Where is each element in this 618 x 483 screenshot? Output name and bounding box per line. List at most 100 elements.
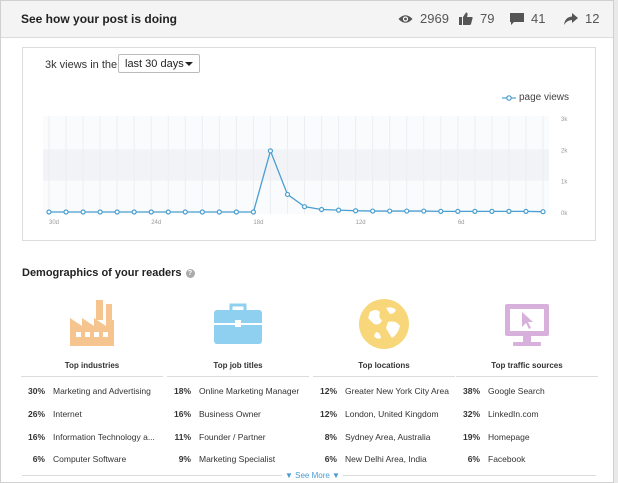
data-point (199, 209, 205, 215)
row-percent: 6% (467, 454, 480, 464)
row-label: New Delhi Area, India (345, 454, 427, 464)
data-point (506, 208, 512, 214)
list-item: 12% Greater New York City Area (313, 386, 463, 398)
data-point (250, 209, 257, 215)
row-percent: 38% (462, 386, 480, 396)
list-item: 26% Internet (21, 409, 171, 421)
list-item: 6% New Delhi Area, India (313, 454, 463, 466)
briefcase-icon (210, 296, 266, 352)
row-label: Business Owner (199, 409, 261, 419)
row-percent: 12% (319, 386, 337, 396)
row-label: Marketing and Advertising (53, 386, 151, 396)
data-point (267, 148, 274, 154)
data-point (301, 204, 308, 210)
data-point (540, 209, 546, 215)
y-tick-label: 1k (561, 180, 568, 186)
data-point (438, 208, 444, 214)
data-point (114, 209, 120, 215)
x-tick-label: 24d (151, 220, 161, 226)
data-point (97, 209, 103, 215)
list-item: 16% Information Technology a... (21, 432, 171, 444)
y-tick-label: 3k (561, 117, 568, 123)
list-item: 9% Marketing Specialist (167, 454, 317, 466)
list-item: 6% Computer Software (21, 454, 171, 466)
eye-icon (398, 14, 413, 23)
views-summary: 3k views in the (45, 59, 118, 71)
list-item: 6% Facebook (456, 454, 606, 466)
row-label: Founder / Partner (199, 432, 266, 442)
panel-title: See how your post is doing (21, 12, 178, 26)
list-item: 16% Business Owner (167, 409, 317, 421)
list-item: 18% Online Marketing Manager (167, 386, 317, 398)
computer-cursor-icon (499, 296, 555, 352)
list-item: 32% LinkedIn.com (456, 409, 606, 421)
row-label: Facebook (488, 454, 526, 464)
row-label: Internet (53, 409, 82, 419)
list-item: 12% London, United Kingdom (313, 409, 463, 421)
column-divider (313, 376, 455, 377)
data-point (370, 208, 376, 214)
panel-header: See how your post is doing 2969 79 41 (1, 1, 613, 38)
list-item: 11% Founder / Partner (167, 432, 317, 444)
x-tick-label: 30d (49, 220, 59, 226)
data-point (80, 209, 86, 215)
row-label: Greater New York City Area (345, 386, 449, 396)
row-label: Computer Software (53, 454, 127, 464)
see-more-label: See More (295, 471, 330, 480)
column-divider (167, 376, 309, 377)
page-views-chart: 3k 2k 1k 0k 30d 24d 18d 12d 6d (43, 116, 568, 226)
row-percent: 18% (173, 386, 191, 396)
column-divider (456, 376, 598, 377)
row-label: Marketing Specialist (199, 454, 276, 464)
shares-stat: 12 (564, 11, 599, 26)
data-point (421, 208, 427, 214)
help-icon[interactable]: ? (185, 268, 195, 278)
data-point (472, 208, 478, 214)
y-tick-label: 2k (561, 148, 568, 154)
data-point (63, 209, 69, 215)
views-chart-panel: 3k views in the last 30 days page views … (22, 47, 596, 241)
row-percent: 16% (173, 409, 191, 419)
row-label: Google Search (488, 386, 545, 396)
column-title: Top traffic sources (491, 361, 563, 370)
list-item: 8% Sydney Area, Australia (313, 432, 463, 444)
row-percent: 32% (462, 409, 480, 419)
row-label: Online Marketing Manager (199, 386, 300, 396)
data-point (387, 208, 393, 214)
data-point (182, 209, 188, 215)
chevron-down-icon (185, 62, 193, 66)
data-point (216, 209, 222, 215)
thumbs-up-icon (459, 12, 473, 25)
row-percent: 6% (324, 454, 337, 464)
date-range-value: last 30 days (125, 58, 184, 70)
row-percent: 11% (174, 432, 191, 442)
list-item: 38% Google Search (456, 386, 606, 398)
data-point (455, 208, 461, 214)
column-title: Top locations (358, 361, 410, 370)
likes-count: 79 (480, 11, 495, 26)
demographics-heading: Demographics of your readers ? (22, 267, 195, 279)
column-title: Top industries (64, 361, 120, 370)
row-label: London, United Kingdom (345, 409, 439, 419)
likes-stat: 79 (459, 11, 494, 26)
row-percent: 9% (178, 454, 191, 464)
data-point (284, 191, 291, 198)
x-tick-label: 12d (356, 220, 366, 226)
column-divider (21, 376, 163, 377)
row-label: Homepage (488, 432, 530, 442)
see-more-link[interactable]: ▼ See More ▼ (282, 471, 343, 480)
data-point (353, 208, 359, 214)
data-point (404, 208, 410, 214)
date-range-select[interactable]: last 30 days (118, 54, 200, 73)
x-tick-label: 6d (458, 220, 465, 226)
list-item: 30% Marketing and Advertising (21, 386, 171, 398)
row-percent: 12% (319, 409, 337, 419)
row-percent: 6% (32, 454, 45, 464)
demographics-title: Demographics of your readers (22, 267, 182, 279)
row-percent: 30% (27, 386, 45, 396)
data-point (523, 208, 529, 214)
chart-legend: page views (501, 92, 569, 103)
row-percent: 8% (324, 432, 337, 442)
comments-stat: 41 (510, 11, 545, 26)
comments-count: 41 (531, 11, 546, 26)
